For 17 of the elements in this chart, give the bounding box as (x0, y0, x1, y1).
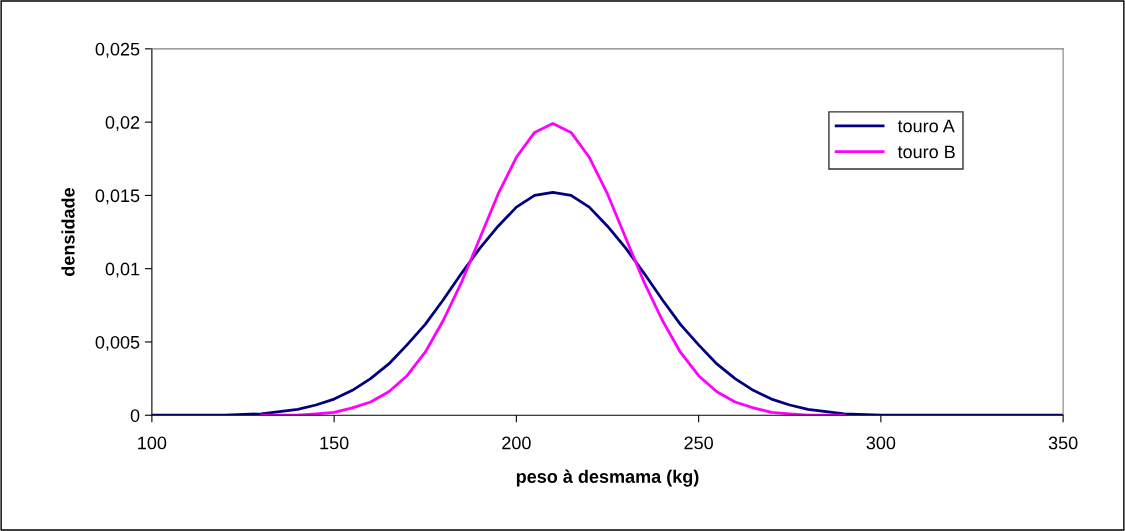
x-tick-label: 300 (866, 436, 896, 450)
x-tick-label: 250 (684, 436, 713, 450)
line-series (259, 122, 846, 416)
x-tick-label: 200 (502, 436, 531, 450)
y-tick-label: 0,02 (105, 116, 140, 131)
legend-label: touro A (897, 119, 955, 133)
y-tick-label: 0,01 (105, 262, 140, 278)
legend-label: touro B (897, 145, 955, 159)
x-tick-label: 100 (138, 436, 167, 450)
y-tick-label: 0,025 (95, 42, 140, 58)
x-axis-title: peso à desmama (kg) (516, 469, 699, 487)
x-tick-label: 150 (320, 436, 349, 450)
y-tick-label: 0,015 (95, 189, 140, 205)
x-tick-label: 350 (1048, 436, 1078, 450)
y-tick-label: 0,005 (95, 335, 140, 351)
y-tick-label: 0 (130, 409, 140, 422)
y-axis-title: densidade (61, 188, 75, 276)
